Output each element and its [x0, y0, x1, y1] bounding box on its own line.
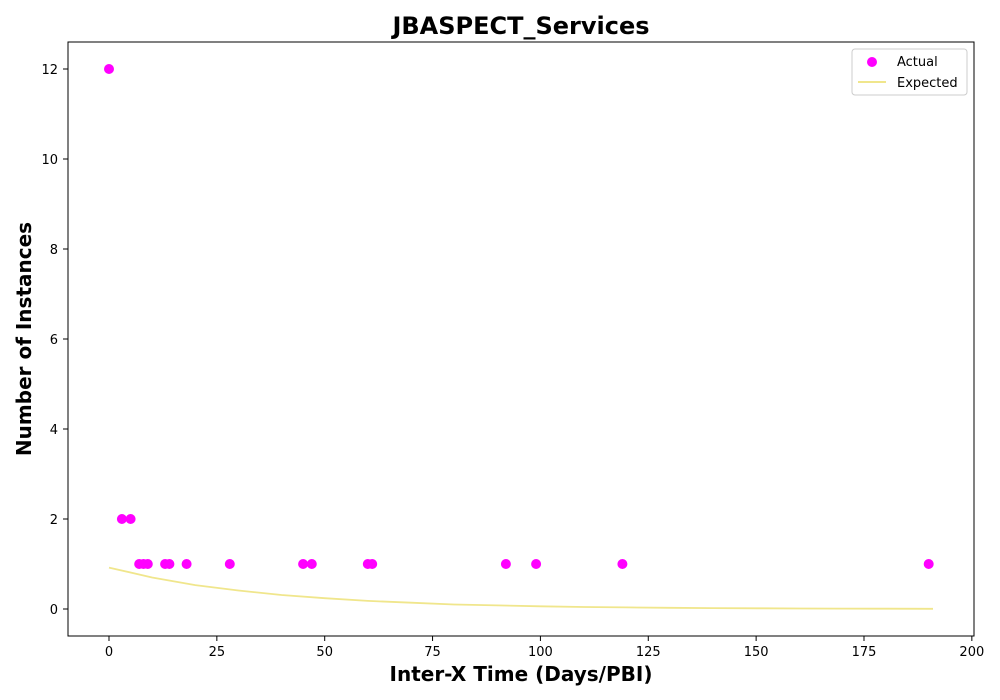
- legend-label-expected: Expected: [897, 76, 958, 91]
- y-tick-label: 8: [50, 243, 58, 258]
- legend-marker-actual: [867, 57, 877, 67]
- data-point-actual: [298, 559, 309, 569]
- plot-frame: [67, 41, 975, 637]
- x-tick-label: 175: [852, 645, 877, 660]
- y-tick-label: 0: [50, 603, 58, 618]
- data-point-actual: [142, 559, 153, 569]
- y-tick-label: 12: [41, 63, 58, 78]
- y-axis: 0 2 4 6 8 10 12: [41, 63, 68, 618]
- data-point-actual: [367, 559, 378, 569]
- legend-label-actual: Actual: [897, 55, 938, 70]
- data-point-actual: [531, 559, 542, 569]
- data-point-actual: [224, 559, 235, 569]
- legend: Actual Expected: [851, 48, 968, 96]
- x-tick-label: 200: [959, 645, 984, 660]
- data-point-actual: [923, 559, 934, 569]
- x-axis: 0 25 50 75 100 125 150 175 200: [105, 636, 984, 660]
- y-axis-title: Number of Instances: [12, 222, 36, 456]
- x-tick-label: 50: [316, 645, 333, 660]
- y-tick-label: 6: [50, 333, 58, 348]
- x-axis-title: Inter-X Time (Days/PBI): [390, 662, 653, 686]
- series-layer: [104, 64, 934, 610]
- x-tick-label: 75: [424, 645, 441, 660]
- y-tick-label: 4: [50, 423, 58, 438]
- data-point-actual: [500, 559, 511, 569]
- data-point-actual: [125, 514, 136, 524]
- x-tick-label: 0: [105, 645, 113, 660]
- data-point-actual: [306, 559, 317, 569]
- series-line-expected: [108, 566, 934, 610]
- x-tick-label: 25: [209, 645, 226, 660]
- y-tick-label: 10: [41, 153, 58, 168]
- x-tick-label: 125: [636, 645, 661, 660]
- chart-title: JBASPECT_Services: [390, 12, 649, 40]
- y-tick-label: 2: [50, 513, 58, 528]
- data-point-actual: [116, 514, 127, 524]
- data-point-actual: [617, 559, 628, 569]
- x-tick-label: 100: [528, 645, 553, 660]
- data-point-actual: [164, 559, 175, 569]
- x-tick-label: 150: [744, 645, 769, 660]
- data-point-actual: [104, 64, 114, 74]
- legend-frame: [851, 48, 968, 96]
- data-point-actual: [181, 559, 192, 569]
